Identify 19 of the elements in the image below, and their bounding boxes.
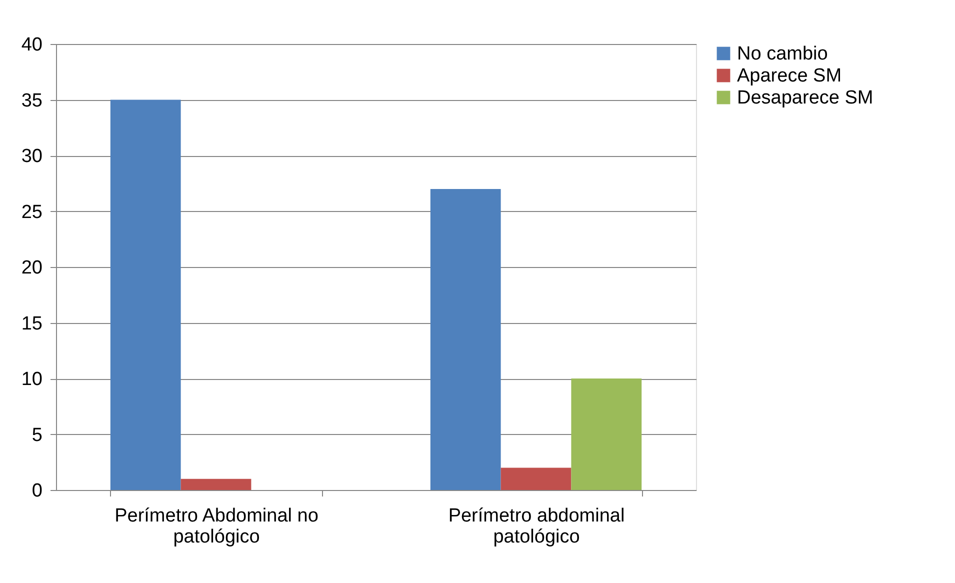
bar	[571, 378, 642, 490]
bar	[500, 468, 572, 490]
bar	[180, 478, 252, 490]
legend-label: Aparece SM	[737, 66, 842, 86]
y-tick-label: 25	[21, 202, 42, 223]
x-tick-label: Perímetro abdominal patológico	[448, 506, 625, 548]
y-tick-label: 35	[21, 90, 42, 112]
x-tick-label: Perímetro Abdominal no patológico	[114, 506, 318, 548]
y-tick-label: 40	[21, 34, 42, 56]
y-tick-label: 10	[21, 369, 42, 390]
y-tick-label: 0	[32, 480, 42, 502]
bar	[110, 100, 181, 490]
y-tick-label: 5	[32, 424, 42, 446]
y-tick-label: 15	[21, 313, 42, 334]
y-tick-label: 30	[21, 146, 42, 167]
legend-label: Desaparece SM	[737, 88, 874, 108]
bar	[430, 188, 501, 490]
legend-label: No cambio	[737, 44, 828, 64]
y-tick-label: 20	[21, 258, 42, 278]
